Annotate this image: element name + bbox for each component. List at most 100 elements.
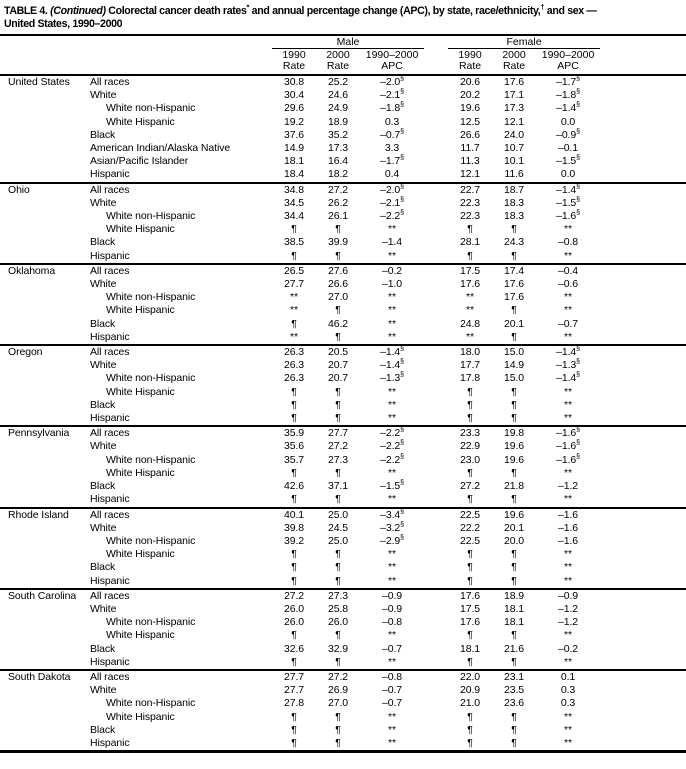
- male-2000-rate: 26.2: [327, 196, 349, 209]
- race-ethnicity-cell: White Hispanic: [106, 466, 175, 479]
- state-name-cell: [0, 129, 90, 142]
- female-2000-rate: 18.3: [504, 210, 525, 223]
- row-fill: [600, 304, 686, 317]
- male-1990-rate: 29.6: [283, 102, 305, 115]
- male-apc: **: [388, 493, 396, 506]
- male-apc: –1.4§: [360, 344, 425, 360]
- row-fill: [600, 250, 686, 264]
- male-apc: **: [388, 385, 396, 398]
- female-1990-rate: 20.2: [460, 89, 481, 102]
- race-ethnicity-cell: All races: [90, 506, 272, 522]
- table-row: Hispanic 18.4 18.2 0.4 12.1 11.6 0.0: [0, 168, 686, 182]
- table-row: White 26.0 25.8 –0.9 17.5 18.1 –1.2: [0, 603, 686, 616]
- section-mark-flag: §: [576, 209, 580, 217]
- female-1990-rate: 11.7: [460, 142, 480, 155]
- column-gap: [424, 561, 448, 574]
- state-name-cell: United States: [8, 76, 70, 88]
- section-mark-flag: §: [400, 345, 404, 353]
- state-name-cell: [0, 737, 90, 752]
- female-apc: **: [564, 223, 573, 236]
- male-1990-rate: 30.4: [283, 89, 305, 102]
- table-row: Hispanic ¶ ¶ ** ¶ ¶ **: [0, 493, 686, 507]
- column-gap: [424, 168, 448, 182]
- state-name-cell: [0, 548, 90, 561]
- male-1990-rate: 26.3: [272, 344, 316, 360]
- column-gap: [424, 89, 448, 102]
- female-1990-rate: 12.1: [460, 168, 481, 181]
- table-row: White 34.5 26.2 –2.1§ 22.3 18.3 –1.5§: [0, 196, 686, 210]
- female-1990-rate: **: [466, 304, 475, 317]
- male-1990-rate: 27.7: [283, 278, 305, 291]
- male-1990-rate: 27.7: [272, 668, 316, 685]
- female-2000-rate: 11.6: [504, 168, 524, 181]
- female-1990-rate: ¶: [467, 493, 473, 506]
- female-1990-rate: ¶: [467, 412, 473, 425]
- race-ethnicity-cell: All races: [90, 587, 272, 603]
- state-name-cell: [0, 223, 90, 236]
- male-apc: –2.9§: [380, 534, 404, 547]
- male-apc: –1.8§: [380, 101, 404, 115]
- row-fill: [600, 467, 686, 480]
- male-1990-rate: **: [290, 304, 298, 317]
- male-1990-rate: 18.4: [283, 168, 305, 181]
- male-apc: **: [388, 655, 396, 668]
- male-1990-rate: **: [290, 291, 298, 304]
- column-gap: [424, 331, 448, 345]
- table-row: White non-Hispanic 34.4 26.1 –2.2§ 22.3 18.3 –…: [0, 210, 686, 223]
- section-mark-flag: §: [400, 439, 404, 447]
- female-apc: –0.2: [558, 642, 579, 655]
- table-title: TABLE 4. (Continued) Colorectal cancer d…: [0, 0, 686, 36]
- male-apc: –2.2§: [360, 425, 425, 441]
- table-row: White Hispanic ¶ ¶ ** ¶ ¶ **: [0, 223, 686, 236]
- state-name-cell: [0, 711, 90, 724]
- female-apc: –1.4§: [536, 344, 601, 360]
- female-1990-rate: 17.7: [460, 359, 481, 372]
- table-row: White non-Hispanic 35.7 27.3 –2.2§ 23.0 19.6 –…: [0, 453, 686, 467]
- race-ethnicity-cell: All races: [90, 668, 272, 685]
- female-apc: **: [564, 385, 573, 398]
- state-name-cell: Oklahoma: [0, 262, 90, 279]
- table-row: White Hispanic ** ¶ ** ** ¶ **: [0, 304, 686, 317]
- race-ethnicity-cell: White: [90, 278, 117, 291]
- table-row: White 39.8 24.5 –3.2§ 22.2 20.1 –1.6: [0, 521, 686, 535]
- male-2000-rate: 39.9: [327, 236, 349, 249]
- female-2000-rate: ¶: [511, 655, 517, 668]
- column-gap: [424, 535, 448, 548]
- male-1990-rate: 35.7: [283, 453, 305, 466]
- race-ethnicity-cell: Black: [90, 480, 116, 493]
- female-2000-rate: 17.6: [504, 278, 525, 291]
- male-2000-rate: 25.0: [316, 506, 360, 522]
- section-mark-flag: §: [576, 358, 580, 366]
- male-apc: –0.7: [381, 697, 403, 710]
- row-fill: [600, 116, 686, 129]
- male-apc: 0.3: [384, 115, 400, 128]
- male-apc: **: [388, 291, 396, 304]
- female-2000-rate: ¶: [511, 398, 517, 411]
- male-1990-rate: 38.5: [283, 236, 305, 249]
- female-apc: 0.0: [560, 168, 576, 181]
- row-fill: [600, 318, 686, 331]
- row-fill: [600, 223, 686, 236]
- section-mark-flag: §: [400, 508, 404, 515]
- column-gap: [424, 587, 449, 603]
- female-1990-rate: 11.3: [460, 155, 480, 168]
- female-apc: **: [564, 561, 573, 574]
- state-name-cell: [0, 724, 90, 737]
- state-name-cell: South Carolina: [0, 587, 90, 603]
- column-gap: [424, 399, 448, 412]
- male-2000-rate: ¶: [335, 561, 341, 574]
- section-mark-flag: §: [400, 75, 404, 83]
- table-row: Asian/Pacific Islander 18.1 16.4 –1.7§ 11.3 1…: [0, 155, 686, 168]
- male-1990-rate: ¶: [291, 317, 297, 330]
- male-1990-rate: ¶: [291, 736, 297, 749]
- female-apc: –1.5§: [556, 196, 580, 209]
- race-ethnicity-cell: White: [90, 602, 117, 615]
- column-gap: [424, 291, 448, 304]
- female-2000-rate: ¶: [511, 330, 517, 343]
- race-ethnicity-cell: White non-Hispanic: [106, 616, 196, 629]
- state-name-cell: [0, 318, 90, 331]
- male-apc: –0.7§: [380, 128, 404, 141]
- female-2000-rate: 15.0: [504, 372, 525, 385]
- female-2000-rate: 17.3: [504, 102, 525, 115]
- male-1990-rate: 39.2: [283, 534, 305, 547]
